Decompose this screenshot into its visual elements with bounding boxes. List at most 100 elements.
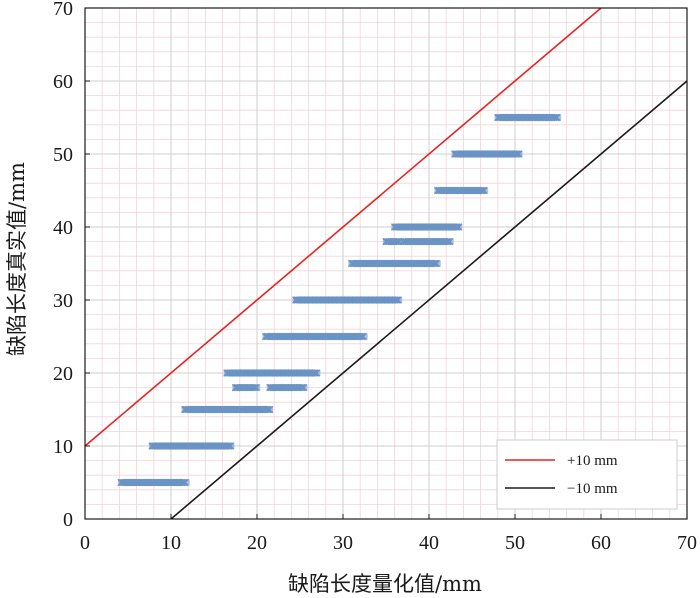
x-axis-title: 缺陷长度量化值/mm	[288, 572, 482, 596]
data-point-stroke	[394, 296, 402, 304]
data-point-stroke	[429, 259, 437, 268]
reference-line-0	[84, 7, 602, 447]
data-point	[298, 383, 306, 392]
data-point	[309, 369, 317, 377]
data-point	[225, 442, 233, 450]
data-point	[181, 478, 189, 487]
data-point-stroke	[312, 369, 321, 377]
data-point	[391, 237, 400, 246]
data-point-stroke	[431, 259, 439, 268]
data-point	[311, 369, 319, 377]
data-point-stroke	[252, 383, 260, 392]
data-point-stroke	[480, 186, 488, 195]
data-point	[442, 237, 451, 246]
data-point-stroke	[226, 442, 235, 450]
data-point-stroke	[432, 259, 441, 268]
data-point-stroke	[311, 369, 319, 377]
x-tick-label: 20	[247, 532, 267, 554]
data-point	[264, 405, 272, 414]
data-point-stroke	[551, 113, 560, 122]
legend-label-minus10: −10 mm	[567, 481, 618, 497]
data-point-stroke	[298, 383, 306, 392]
data-point-stroke	[391, 296, 399, 304]
data-point-stroke	[356, 332, 364, 341]
data-point-stroke	[513, 150, 521, 158]
data-point-stroke	[550, 113, 558, 122]
y-tick-label: 70	[53, 0, 73, 20]
data-point	[511, 150, 520, 158]
data-point	[262, 405, 271, 414]
data-point-stroke	[453, 223, 461, 231]
x-tick-label: 10	[161, 532, 181, 554]
scatter-points	[117, 113, 562, 487]
y-tick-label: 20	[53, 363, 73, 385]
data-point	[444, 237, 452, 246]
data-point-stroke	[223, 442, 231, 450]
data-point-stroke	[391, 237, 400, 246]
data-point	[515, 150, 523, 158]
data-point-stroke	[262, 405, 271, 414]
y-tick-label: 50	[53, 144, 73, 166]
data-point	[356, 332, 364, 341]
data-point	[249, 383, 257, 392]
x-tick-label: 50	[505, 532, 525, 554]
data-point	[477, 186, 485, 195]
data-point	[391, 296, 399, 304]
data-point-stroke	[442, 237, 451, 246]
data-point	[553, 113, 561, 122]
y-axis-title: 缺陷长度真实值/mm	[5, 162, 29, 356]
y-tick-label: 10	[53, 436, 73, 458]
data-point	[251, 383, 259, 392]
data-point	[299, 383, 308, 392]
legend-label-plus10: +10 mm	[567, 453, 618, 469]
data-point	[429, 259, 437, 268]
data-point	[265, 405, 274, 414]
data-point-stroke	[357, 332, 366, 341]
data-point-stroke	[454, 223, 463, 231]
data-point-stroke	[511, 150, 520, 158]
legend: +10 mm −10 mm	[496, 439, 678, 510]
data-point-stroke	[515, 150, 523, 158]
data-point	[178, 478, 186, 487]
data-point-stroke	[181, 478, 189, 487]
data-point	[453, 223, 461, 231]
y-tick-label: 0	[63, 509, 73, 531]
x-tick-label: 40	[419, 532, 439, 554]
data-point-stroke	[264, 405, 272, 414]
data-point	[252, 383, 260, 392]
legend-box	[496, 439, 678, 510]
data-point-stroke	[265, 405, 274, 414]
data-point-stroke	[249, 383, 257, 392]
data-point-stroke	[359, 332, 367, 341]
data-point	[393, 237, 401, 246]
y-tick-label: 60	[53, 71, 73, 93]
data-point-stroke	[178, 478, 186, 487]
data-point-stroke	[553, 113, 561, 122]
y-tick-label: 40	[53, 217, 73, 239]
data-point-stroke	[179, 478, 188, 487]
data-point-stroke	[444, 237, 452, 246]
x-tick-label: 30	[333, 532, 353, 554]
data-point-stroke	[478, 186, 487, 195]
data-point	[359, 332, 367, 341]
data-point	[431, 259, 439, 268]
data-point	[513, 150, 521, 158]
axis-ticks: 0 10 20 30 40 50 60 70 0 10 20 30 40 50 60 70	[53, 0, 697, 554]
data-point	[179, 478, 188, 487]
data-point-stroke	[451, 223, 460, 231]
data-point	[226, 442, 235, 450]
data-point	[357, 332, 366, 341]
x-tick-label: 60	[591, 532, 611, 554]
data-point-stroke	[225, 442, 233, 450]
reference-line-1	[170, 80, 688, 520]
reference-lines	[84, 7, 688, 520]
plot-frame	[84, 7, 688, 520]
data-point	[478, 186, 487, 195]
data-point	[480, 186, 488, 195]
data-point-stroke	[309, 369, 317, 377]
x-tick-label: 70	[677, 532, 697, 554]
data-point-stroke	[393, 237, 401, 246]
data-point	[451, 223, 460, 231]
data-point	[394, 296, 402, 304]
